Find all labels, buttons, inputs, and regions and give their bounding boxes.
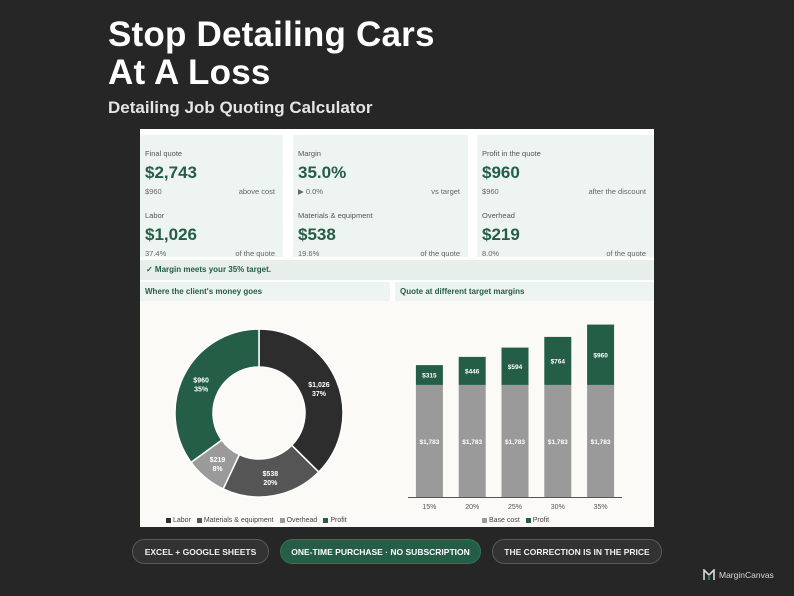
donut-section-title: Where the client's money goes — [140, 282, 390, 301]
kpi-value: $960 — [482, 163, 520, 182]
bar-section-title: Quote at different target margins — [395, 282, 654, 301]
kpi-value: $1,026 — [145, 225, 197, 244]
kpi-label: Margin — [298, 149, 321, 158]
kpi-margin: Margin 35.0% ▶ 0.0% vs target — [293, 135, 468, 197]
bar-profit — [501, 347, 529, 385]
donut-chart-area: $1,026 37% $538 20% $219 8% $960 35% Labor Mate… — [140, 301, 390, 527]
bar-profit-label: $446 — [465, 368, 480, 375]
kpi-sub: ▶ 0.0% — [298, 187, 323, 196]
margincanvas-logo-icon — [703, 569, 715, 580]
bar-base-label: $1,783 — [419, 439, 439, 446]
x-tick-label: 35% — [594, 504, 608, 511]
bar-legend: Base cost Profit — [482, 517, 549, 524]
bar-base-cost — [501, 384, 529, 497]
bar-profit-label: $960 — [593, 352, 608, 359]
donut-pct-label: 20% — [263, 480, 278, 487]
x-tick-label: 20% — [465, 504, 479, 511]
donut-pct-label: 35% — [194, 386, 209, 393]
pill-excel-sheets[interactable]: EXCEL + GOOGLE SHEETS — [132, 539, 269, 564]
kpi-value: 35.0% — [298, 163, 347, 182]
bar-base-label: $1,783 — [591, 439, 611, 446]
bar-base-cost — [587, 384, 615, 497]
bar-base-cost — [458, 384, 486, 497]
donut-data-label: $960 — [193, 377, 209, 384]
kpi-value: $219 — [482, 225, 520, 244]
donut-pct-label: 8% — [212, 466, 223, 473]
kpi-note: after the discount — [588, 187, 646, 196]
bar-base-label: $1,783 — [462, 439, 482, 446]
donut-legend: Labor Materials & equipment Overhead Pro… — [166, 517, 347, 524]
bar-base-label: $1,783 — [505, 439, 525, 446]
kpi-sub: 19.6% — [298, 249, 320, 258]
brand-name: MarginCanvas — [719, 570, 774, 580]
kpi-label: Final quote — [145, 149, 183, 158]
donut-data-label: $538 — [263, 471, 279, 478]
legend-item-materials: Materials & equipment — [196, 517, 274, 524]
kpi-label: Materials & equipment — [298, 211, 373, 220]
bar-base-cost — [415, 384, 443, 497]
bar-profit — [415, 365, 443, 385]
bar-profit-label: $315 — [422, 373, 437, 380]
hero-title: Stop Detailing Cars At A Loss — [108, 15, 435, 92]
donut-data-label: $219 — [210, 457, 226, 464]
kpi-label: Overhead — [482, 211, 515, 220]
kpi-note: of the quote — [420, 249, 460, 258]
x-tick-label: 30% — [551, 504, 565, 511]
kpi-note: of the quote — [235, 249, 275, 258]
kpi-materials: Materials & equipment $538 19.6% of the … — [293, 197, 468, 258]
legend-item-base-cost: Base cost — [482, 517, 520, 524]
kpi-value: $2,743 — [145, 163, 197, 182]
donut-slice-profit — [174, 328, 260, 464]
legend-item-profit: Profit — [323, 517, 347, 524]
brand-logo: MarginCanvas — [703, 569, 774, 581]
bar-chart: $1,783 $315 15% $1,783 $446 20% $1,783 $594 25% $… — [408, 324, 622, 511]
kpi-sub: 37.4% — [145, 249, 167, 258]
legend-item-profit: Profit — [525, 517, 549, 524]
bar-profit — [458, 356, 486, 385]
donut-data-label: $1,026 — [308, 382, 330, 389]
kpi-note: of the quote — [606, 249, 646, 258]
margin-status-banner: ✓ Margin meets your 35% target. — [140, 260, 654, 280]
kpi-label: Profit in the quote — [482, 149, 541, 158]
x-tick-label: 25% — [508, 504, 522, 511]
legend-item-overhead: Overhead — [279, 517, 317, 524]
kpi-value: $538 — [298, 225, 336, 244]
kpi-label: Labor — [145, 211, 165, 220]
kpi-sub: 8.0% — [482, 249, 500, 258]
bar-base-cost — [544, 384, 572, 497]
kpi-note: above cost — [238, 187, 275, 196]
legend-item-labor: Labor — [166, 517, 191, 524]
kpi-labor: Labor $1,026 37.4% of the quote — [140, 197, 283, 258]
donut-pct-label: 37% — [312, 391, 327, 398]
kpi-note: vs target — [431, 187, 460, 196]
donut-chart: $1,026 37% $538 20% $219 8% $960 35% — [174, 328, 344, 498]
bar-profit — [587, 324, 615, 385]
kpi-overhead: Overhead $219 8.0% of the quote — [477, 197, 654, 258]
kpi-sub: $960 — [145, 187, 162, 196]
bar-chart-area: $1,783 $315 15% $1,783 $446 20% $1,783 $594 25% $… — [390, 301, 654, 527]
pill-one-time-purchase[interactable]: ONE-TIME PURCHASE · NO SUBSCRIPTION — [280, 539, 481, 564]
bar-profit — [544, 336, 572, 385]
bar-profit-label: $594 — [508, 364, 523, 371]
bar-base-label: $1,783 — [548, 439, 568, 446]
x-tick-label: 15% — [422, 504, 436, 511]
donut-slice-labor — [258, 328, 344, 474]
kpi-profit: Profit in the quote $960 $960 after the … — [477, 135, 654, 197]
kpi-final-quote: Final quote $2,743 $960 above cost — [140, 135, 283, 197]
bar-profit-label: $764 — [551, 358, 566, 365]
hero-subtitle: Detailing Job Quoting Calculator — [108, 98, 373, 117]
calculator-sheet: Final quote $2,743 $960 above cost Margi… — [140, 129, 654, 527]
pill-correction-in-price[interactable]: THE CORRECTION IS IN THE PRICE — [492, 539, 662, 564]
kpi-sub: $960 — [482, 187, 499, 196]
